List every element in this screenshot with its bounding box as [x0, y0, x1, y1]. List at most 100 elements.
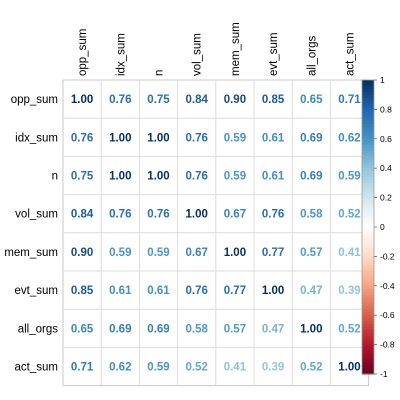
cell-value: 0.84 [186, 94, 209, 106]
heatmap-cells: 1.00 0.76 0.75 0.84 0.90 0.85 0.65 0.71 0.76 1.00… [62, 79, 370, 387]
colorbar-segment [362, 141, 374, 146]
colorbar-segment [362, 244, 374, 249]
cell-value: 0.62 [109, 362, 131, 374]
cell-value: 0.59 [147, 362, 169, 374]
cell-value: 1.00 [147, 132, 169, 144]
cell-value: 0.65 [71, 323, 94, 335]
cell-value: 0.52 [338, 323, 360, 335]
cell-value: 0.67 [186, 247, 208, 259]
colorbar-segment [362, 324, 374, 328]
colorbar-segment [362, 332, 374, 337]
cell-value: 0.76 [186, 132, 208, 144]
column-label: all_orgs [306, 35, 318, 76]
cell-value: 0.85 [71, 285, 94, 297]
cell-value: 0.59 [147, 247, 169, 259]
cell-value: 0.57 [224, 323, 246, 335]
cell-value: 0.69 [300, 171, 322, 183]
cell-value: 1.00 [300, 323, 322, 335]
colorbar-segment [362, 291, 374, 296]
colorbar-segment [362, 188, 374, 193]
colorbar-tick-label: -0.6 [380, 310, 395, 320]
cell-value: 0.47 [262, 323, 284, 335]
colorbar-segment [362, 112, 374, 116]
colorbar-segment [362, 312, 374, 316]
colorbar-tick-label: 0 [380, 222, 385, 232]
cell-value: 0.69 [300, 132, 322, 144]
cell-value: 0.71 [338, 94, 361, 106]
cell-value: 0.59 [224, 171, 246, 183]
colorbar-segment [362, 329, 374, 334]
colorbar-segment [362, 288, 374, 293]
cell-value: 0.75 [147, 94, 170, 106]
cell-value: 1.00 [338, 362, 360, 374]
colorbar-segment [362, 209, 374, 213]
column-labels: opp_sum idx_sum n vol_sum mem_sum evt_sum all_… [77, 22, 356, 76]
row-label: idx_sum [15, 132, 58, 144]
cell-value: 0.76 [147, 209, 169, 221]
cell-value: 0.57 [300, 247, 322, 259]
cell-value: 0.41 [224, 362, 247, 374]
colorbar-segment [362, 347, 374, 352]
cell-value: 0.41 [338, 247, 361, 259]
cell-value: 0.77 [262, 247, 284, 259]
cell-value: 0.69 [109, 323, 131, 335]
cell-value: 1.00 [186, 209, 208, 221]
colorbar-segment [362, 88, 374, 93]
colorbar-segment [362, 97, 374, 102]
colorbar-segment [362, 224, 374, 228]
colorbar-segment [362, 103, 374, 108]
colorbar-segment [362, 150, 374, 155]
colorbar-segment [362, 309, 374, 313]
colorbar-segment [362, 115, 374, 119]
colorbar-segment [362, 109, 374, 113]
colorbar-segment [362, 229, 374, 234]
colorbar-segment [362, 259, 374, 263]
cell-value: 0.65 [300, 94, 323, 106]
colorbar-segment [362, 118, 374, 122]
colorbar-segment [362, 212, 374, 216]
cell-value: 1.00 [262, 285, 284, 297]
colorbar-segment [362, 271, 374, 275]
colorbar-segment [362, 194, 374, 199]
column-label: vol_sum [192, 33, 204, 76]
column-label: act_sum [345, 33, 357, 76]
colorbar-segment [362, 174, 374, 178]
colorbar-tick-label: 0.4 [380, 163, 392, 173]
colorbar-segment [362, 144, 374, 149]
cell-value: 0.61 [262, 171, 285, 183]
colorbar-segment [362, 365, 374, 369]
row-label: opp_sum [11, 94, 58, 106]
colorbar-segment [362, 297, 374, 302]
colorbar-segment [362, 318, 374, 322]
colorbar-segment [362, 315, 374, 319]
cell-value: 0.52 [300, 362, 322, 374]
colorbar-segment [362, 262, 374, 266]
column-label: evt_sum [268, 33, 280, 76]
cell-value: 0.61 [109, 285, 132, 297]
colorbar-segment [362, 121, 374, 125]
colorbar-segment [362, 303, 374, 307]
colorbar-segment [362, 153, 374, 158]
cell-value: 0.90 [224, 94, 246, 106]
colorbar-segment [362, 100, 374, 105]
cell-value: 0.39 [338, 285, 360, 297]
colorbar-segment [362, 85, 374, 90]
cell-value: 0.61 [262, 132, 285, 144]
cell-value: 0.85 [262, 94, 285, 106]
colorbar-segment [362, 124, 374, 128]
colorbar-segment [362, 218, 374, 222]
colorbar-segment [362, 247, 374, 252]
row-label: act_sum [15, 362, 58, 374]
colorbar-segment [362, 197, 374, 202]
colorbar-segment [362, 200, 374, 205]
colorbar-segment [362, 129, 374, 134]
row-label: n [52, 171, 58, 183]
cell-value: 0.58 [186, 323, 209, 335]
colorbar-segment [362, 238, 374, 243]
cell-value: 0.61 [147, 285, 170, 297]
colorbar-segment [362, 250, 374, 255]
colorbar: 1 0.8 0.6 0.4 0.2 0 -0.2 -0.4 -0.6 -0.8 -1 [361, 75, 395, 379]
colorbar-segment [362, 371, 374, 375]
cell-value: 0.52 [186, 362, 208, 374]
